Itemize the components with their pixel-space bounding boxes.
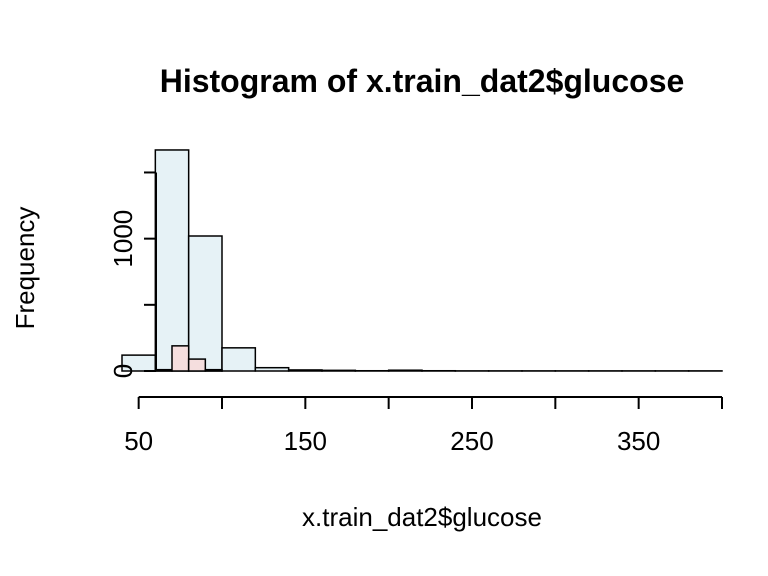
histogram-bar — [221, 347, 257, 372]
histogram-bar — [387, 369, 423, 372]
histogram-bar — [254, 366, 290, 372]
x-tick-label: 50 — [124, 426, 153, 456]
y-tick-label: 1000 — [108, 210, 138, 268]
histogram-bar — [187, 358, 207, 372]
histogram-bar — [171, 345, 190, 372]
x-axis-label: x.train_dat2$glucose — [302, 502, 542, 532]
histogram-bar — [204, 368, 223, 372]
histogram-bar — [154, 368, 173, 372]
bars-group — [121, 149, 723, 372]
x-tick-label: 250 — [450, 426, 493, 456]
histogram-bar — [154, 149, 190, 372]
x-tick-label: 150 — [284, 426, 327, 456]
histogram-bar — [187, 235, 223, 372]
x-tick-label: 350 — [617, 426, 660, 456]
histogram-bar — [287, 369, 323, 372]
chart-title: Histogram of x.train_dat2$glucose — [160, 63, 685, 99]
histogram-bar — [321, 369, 357, 372]
y-axis: 0 1000 — [108, 171, 157, 378]
y-tick-label: 0 — [108, 364, 138, 378]
y-axis-label: Frequency — [10, 207, 40, 330]
x-axis: 50 150 250 350 — [124, 396, 723, 456]
